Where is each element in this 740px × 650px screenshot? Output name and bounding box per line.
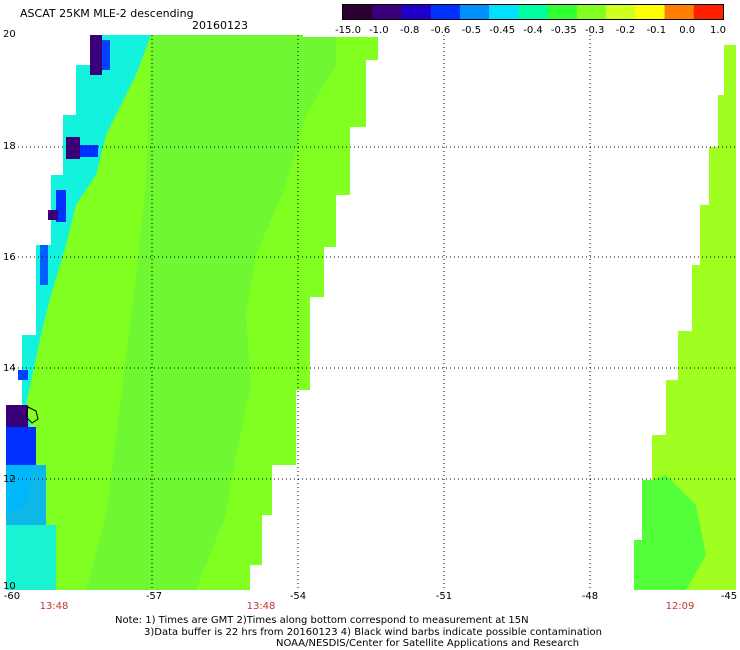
colorbar-label: -0.3 [584,25,605,36]
grid [6,35,736,590]
blue-patch-16 [40,245,48,285]
purple-patch-top [90,35,102,75]
ytick-10: 10 [3,581,16,592]
right-swath-green [634,475,706,590]
note-line-2: 3)Data buffer is 22 hrs from 20160123 4)… [144,627,602,638]
note-line-1: Note: 1) Times are GMT 2)Times along bot… [115,615,529,626]
blue-patch-18 [80,145,98,157]
cyan-patch-11 [6,525,56,590]
colorbar-label: -0.5 [461,25,482,36]
colorbar-label: 1.0 [710,25,726,36]
purple-patch-17 [48,210,58,220]
blue-patch-top [102,40,110,70]
island-outline [25,406,39,424]
colorbar-label: -0.45 [489,25,516,36]
ytick-12: 12 [3,474,16,485]
xtick-m45: -45 [720,591,738,602]
ytick-18: 18 [3,141,16,152]
xtick-m60: -60 [3,591,21,602]
colorbar-cell [547,5,578,19]
colorbar-cell [372,5,402,19]
colorbar-cell [693,5,723,19]
ytick-14: 14 [3,363,16,374]
colorbar-label: -0.8 [399,25,420,36]
xtick-m57: -57 [145,591,163,602]
time-label-middle: 13:48 [246,601,276,612]
colorbar-cell [343,5,373,19]
colorbar-label: 0.0 [679,25,696,36]
colorbar-label: -0.6 [430,25,451,36]
xtick-m54: -54 [289,591,307,602]
colorbar-label: -15.0 [335,25,361,36]
map-plot [6,35,736,590]
colorbar-cell [459,5,490,19]
colorbar-cell [430,5,461,19]
xtick-m51: -51 [435,591,453,602]
colorbar [342,4,724,20]
colorbar-label: -0.35 [550,25,577,36]
colorbar-cell [518,5,549,19]
map-title: ASCAT 25KM MLE-2 descending [20,7,194,20]
xtick-m48: -48 [581,591,599,602]
note-line-3: NOAA/NESDIS/Center for Satellite Applica… [276,638,580,649]
colorbar-cell [489,5,519,19]
blue-patch-14 [18,370,28,380]
blue-patch-13 [6,427,36,465]
colorbar-label: -0.2 [615,25,636,36]
ytick-20: 20 [3,29,16,40]
colorbar-label: -1.0 [369,25,389,36]
lightblue-patch-12 [6,465,46,525]
left-swath-mid-green [86,35,336,590]
right-swath [634,45,736,590]
colorbar-cell [401,5,432,19]
colorbar-cell [606,5,636,19]
ytick-16: 16 [3,252,16,263]
time-label-left: 13:48 [39,601,69,612]
colorbar-cell [635,5,666,19]
colorbar-cell [576,5,607,19]
purple-patch-18 [66,137,80,159]
map-date: 20160123 [192,19,248,32]
colorbar-label: -0.1 [646,25,667,36]
purple-patch-13 [6,405,28,427]
time-label-right: 12:09 [665,601,695,612]
colorbar-label: -0.4 [523,25,543,36]
colorbar-cell [664,5,695,19]
blue-patch-17 [56,190,66,222]
